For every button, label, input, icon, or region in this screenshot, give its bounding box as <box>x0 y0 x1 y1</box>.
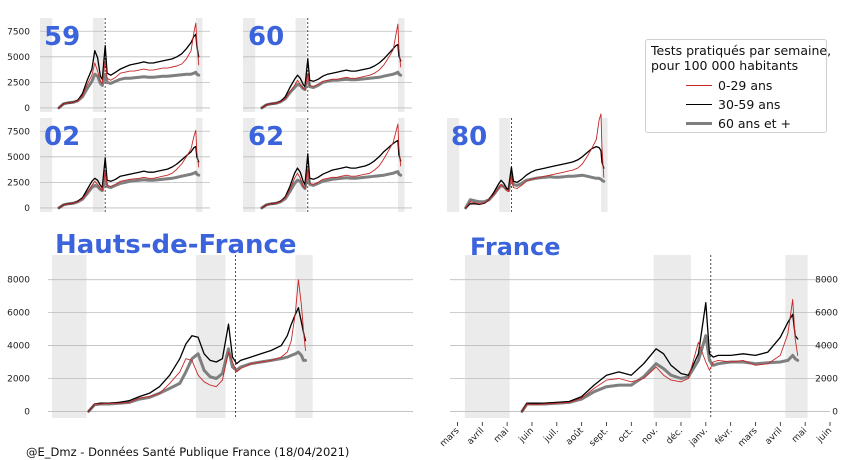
shaded-period-1 <box>40 18 53 112</box>
series-line-0-29 <box>88 279 306 412</box>
panel-title-80: 80 <box>451 122 487 152</box>
shaded-period-2 <box>196 255 226 418</box>
x-tick-label: janv. <box>687 426 710 449</box>
series-line-30-59 <box>58 33 200 109</box>
x-tick-label: mars <box>438 426 461 449</box>
x-tick-label: sept. <box>588 426 611 449</box>
series-line-60-plus <box>57 170 201 210</box>
shaded-period-1 <box>40 118 53 212</box>
legend-title-line1: Tests pratiqués par semaine, <box>651 43 832 58</box>
legend-title: Tests pratiqués par semaine, pour 100 00… <box>651 43 831 73</box>
legend-swatch-0-29 <box>686 84 712 86</box>
shaded-period-3 <box>397 18 405 112</box>
x-tick-label: avril <box>466 426 487 447</box>
y-tick-label: 6000 <box>815 309 838 319</box>
shaded-period-1 <box>243 18 256 112</box>
shaded-period-1 <box>447 118 460 212</box>
y-tick-label: 8000 <box>815 276 838 286</box>
chart-panel-62: 62 <box>243 118 412 212</box>
shaded-period-2 <box>295 18 307 112</box>
shaded-period-1 <box>464 255 510 418</box>
series-line-0-29 <box>465 113 605 209</box>
panel-title-60: 60 <box>248 22 284 52</box>
shaded-period-1 <box>52 255 87 418</box>
x-tick-label: déc. <box>664 425 685 446</box>
legend-title-line2: pour 100 000 habitants <box>651 58 799 73</box>
panel-title-02: 02 <box>44 122 80 152</box>
series-line-30-59 <box>465 145 605 209</box>
y-tick-label: 2000 <box>815 374 838 384</box>
y-tick-label: 6000 <box>7 309 30 319</box>
legend-label-30-59: 30-59 ans <box>718 96 781 112</box>
shaded-period-2 <box>295 118 307 212</box>
shaded-period-1 <box>243 118 256 212</box>
chart-panel-80: 80 <box>447 113 608 212</box>
x-tick-label: nov. <box>640 426 660 446</box>
y-tick-label: 8000 <box>7 276 30 286</box>
legend-entry-30-59: 30-59 ans <box>686 96 780 112</box>
series-line-30-59 <box>58 145 200 209</box>
panel-title-62: 62 <box>248 122 284 152</box>
legend-box: Tests pratiqués par semaine, pour 100 00… <box>645 39 831 133</box>
series-line-0-29 <box>521 299 799 412</box>
y-tick-label: 0 <box>24 407 30 417</box>
x-tick-label: juil. <box>542 426 561 445</box>
legend-entry-60-plus: 60 ans et + <box>686 115 791 131</box>
y-tick-label: 5000 <box>7 53 30 63</box>
y-tick-label: 2000 <box>7 374 30 384</box>
series-line-0-29 <box>261 23 402 109</box>
series-line-30-59 <box>521 302 799 413</box>
shaded-period-2 <box>92 118 104 212</box>
series-line-0-29 <box>58 129 200 209</box>
panel-title-hauts-de-france: Hauts-de-France <box>55 230 297 260</box>
shaded-period-2 <box>499 118 510 212</box>
shaded-period-3 <box>397 118 405 212</box>
x-tick-label: août <box>564 426 586 448</box>
credit-footer: @E_Dmz - Données Santé Publique France (… <box>26 445 350 459</box>
y-tick-label: 0 <box>24 104 30 114</box>
x-tick-label: oct. <box>616 426 635 445</box>
x-tick-label: mai <box>790 426 809 445</box>
series-line-30-59 <box>87 307 307 413</box>
x-tick-label: juin <box>517 426 536 445</box>
x-tick-label: avril <box>764 426 785 447</box>
series-line-60-plus <box>260 70 403 110</box>
y-tick-label: 7500 <box>7 27 30 37</box>
y-tick-label: 4000 <box>815 342 838 352</box>
x-tick-label: juin <box>815 426 834 445</box>
y-tick-label: 4000 <box>7 342 30 352</box>
series-line-60-plus <box>260 170 403 210</box>
legend-label-0-29: 0-29 ans <box>718 77 773 93</box>
y-tick-label: 0 <box>24 204 30 214</box>
series-line-30-59 <box>261 139 402 209</box>
legend-entry-0-29: 0-29 ans <box>686 77 772 93</box>
x-tick-label: mai <box>492 426 511 445</box>
shaded-period-2 <box>653 255 691 418</box>
y-tick-label: 7500 <box>7 127 30 137</box>
shaded-period-3 <box>195 118 203 212</box>
y-tick-label: 5000 <box>7 153 30 163</box>
panel-title-59: 59 <box>44 22 80 52</box>
series-line-30-59 <box>261 43 402 109</box>
legend-swatch-60-plus <box>686 121 712 125</box>
y-tick-label: 2500 <box>7 178 30 188</box>
series-line-60-plus <box>57 70 201 110</box>
series-line-0-29 <box>261 123 402 209</box>
series-line-0-29 <box>58 22 200 109</box>
chart-panel-59: 0 2500 5000 7500 59 <box>7 18 210 114</box>
panel-title-france: France <box>470 233 560 261</box>
y-tick-label: 2500 <box>7 78 30 88</box>
chart-panel-60: 60 <box>243 18 412 112</box>
x-tick-label: mars <box>737 426 760 449</box>
shaded-period-3 <box>601 118 608 212</box>
legend-label-60-plus: 60 ans et + <box>718 115 791 131</box>
y-tick-label: 0 <box>832 407 838 417</box>
chart-panel-hauts-de-france: 0 2000 4000 6000 8000 Hauts-de-France <box>7 230 413 418</box>
legend-swatch-30-59 <box>686 103 712 105</box>
chart-panel-02: 0 2500 5000 7500 02 <box>7 118 210 214</box>
x-tick-label: févr. <box>713 425 735 447</box>
